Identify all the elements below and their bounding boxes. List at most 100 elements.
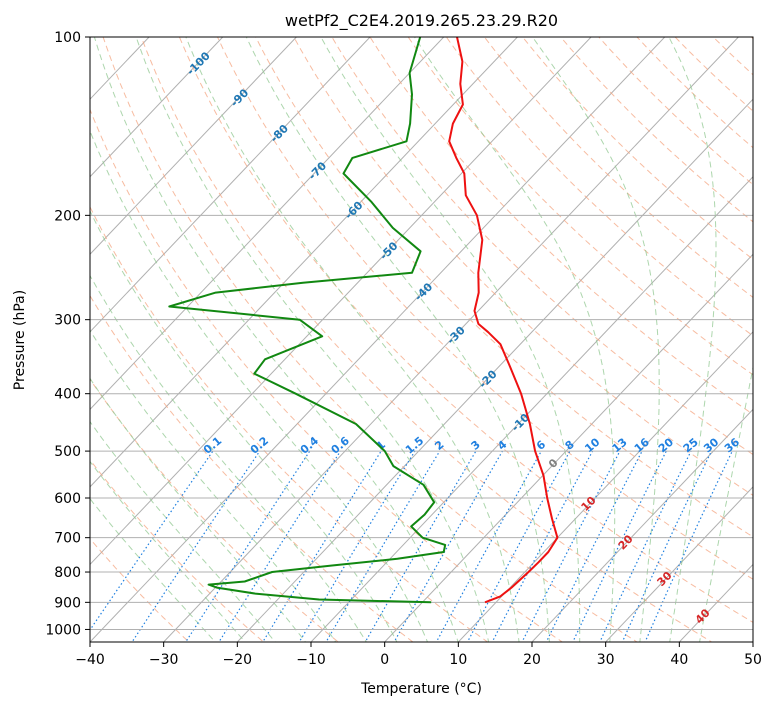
chart-title: wetPf2_C2E4.2019.265.23.29.R20 [285,11,558,31]
dry-adiabat [560,37,753,223]
y-tick-label: 300 [54,313,81,329]
mixing-ratio-label: 16 [632,435,652,455]
dry-adiabat [178,37,753,623]
dry-adiabat [521,37,753,260]
isotherm-label: -50 [377,239,400,262]
moist-adiabat [245,37,550,642]
isotherm-line [384,253,753,642]
y-tick-label: 400 [54,387,81,403]
y-tick-label: 900 [54,595,81,611]
y-tick-label: 800 [54,565,81,581]
mixing-ratio-line [262,450,382,642]
mixing-ratio-line [644,450,733,642]
dry-adiabat [90,537,190,642]
dry-adiabat [216,37,753,580]
moist-adiabat [90,497,216,642]
isotherm-line [90,37,445,411]
y-tick-label: 100 [54,30,81,46]
mixing-ratio-label: 4 [495,438,509,453]
isotherm-line [90,37,592,566]
dry-adiabat [102,37,638,642]
moist-adiabat [185,37,520,642]
x-tick-label: −40 [75,652,105,668]
isotherm-line [90,37,297,256]
isotherm-label: -100 [184,49,213,78]
x-tick-label: −20 [223,652,253,668]
mixing-ratio-line [466,450,571,642]
y-tick-label: 1000 [45,622,81,638]
x-tick-label: 10 [449,652,467,668]
dry-adiabat [140,37,713,642]
dry-adiabat [90,378,340,642]
dry-adiabat [90,459,265,642]
mixing-ratio-label: 10 [582,435,602,455]
moist-adiabat [668,37,717,642]
isotherm-label: -30 [445,324,468,347]
x-tick-label: 40 [670,652,688,668]
isotherm-line [90,37,224,178]
x-tick-label: 20 [523,652,541,668]
dry-adiabat [674,37,753,112]
mixing-ratio-label: 6 [534,438,548,453]
dry-adiabat [712,37,753,76]
plot-frame [89,36,754,643]
line-annotations: 0.1 0.2 0.4 0.6 1 1.5 2 3 4 6 8 10 13 16 20 25 30 36-100-… [184,49,742,626]
y-tick-label: 500 [54,444,81,460]
moist-adiabat [90,329,337,642]
moist-adiabat [90,420,276,642]
moist-adiabat [90,460,246,642]
isotherm-line [90,37,518,488]
dry-adiabat [90,294,414,642]
y-tick-label: 200 [54,208,81,224]
isotherm-label: -20 [476,367,499,390]
x-tick-label: 0 [380,652,389,668]
x-axis: −40 −30 −20 −10 0 10 20 30 40 50 [75,642,762,668]
dry-adiabat [331,37,753,456]
moist-adiabat [90,209,398,642]
dry-adiabat [90,108,564,642]
dewpoint-line [168,37,447,604]
mixing-ratio-label: 0.6 [329,434,353,457]
moist-adiabat [93,37,459,642]
isotherm-label: -40 [412,280,435,303]
y-tick-label: 700 [54,531,81,547]
isotherm-line [605,486,753,642]
x-axis-title: Temperature (°C) [360,681,482,697]
x-tick-label: −30 [149,652,179,668]
mixing-ratio-line [435,450,542,642]
x-tick-label: 50 [744,652,762,668]
moist-adiabat [699,365,753,642]
dry-adiabat [483,37,753,298]
moist-adiabat [90,129,429,642]
moist-adiabat [135,37,490,642]
dry-adiabat [636,37,753,149]
dry-adiabat [293,37,753,496]
isotherm-line [0,37,2,642]
x-tick-label: −10 [296,652,326,668]
isotherm-line [678,563,753,642]
moist-adiabat [90,377,307,642]
temperature-line [448,37,559,604]
dry-adiabat [90,205,489,642]
isotherm-line [752,641,753,642]
dry-adiabat [445,37,753,337]
mixing-ratio-line [521,450,621,642]
moist-adiabat [531,37,660,642]
isotherm-line [90,37,371,333]
mixing-ratio-line [218,450,342,642]
y-tick-label: 600 [54,491,81,507]
isotherm-label: -70 [306,159,329,182]
dry-adiabat [750,37,753,40]
moist-adiabat [320,37,581,642]
isotherm-line [236,98,753,642]
x-tick-label: 30 [597,652,615,668]
moist-adiabat [413,37,616,642]
mixing-ratio-label: 30 [701,435,721,455]
isotherm-line [90,37,666,642]
mixing-ratio-label: 20 [656,435,676,455]
mixing-ratio-line [393,450,504,642]
isotherm-label: -90 [228,86,251,109]
moist-adiabat [90,274,367,642]
y-axis: 100 200 300 400 500 600 700 800 900 1000 [45,30,90,638]
